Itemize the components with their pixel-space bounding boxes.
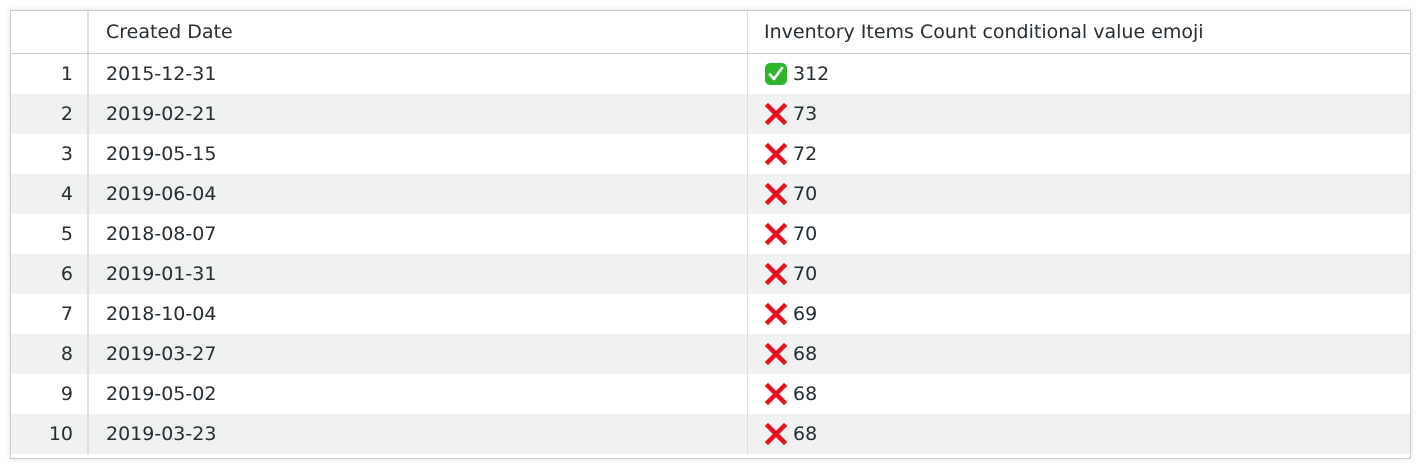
row-index: 7 <box>11 294 89 334</box>
cross-mark-icon <box>764 302 788 326</box>
header-created-date[interactable]: Created Date <box>89 11 748 53</box>
inventory-count-cell: 68 <box>748 374 817 414</box>
row-index: 6 <box>11 254 89 294</box>
cross-mark-icon <box>764 142 788 166</box>
row-index: 9 <box>11 374 89 414</box>
table-row: 3 2019-05-15 72 <box>11 134 1410 174</box>
created-date-cell: 2015-12-31 <box>89 54 748 94</box>
table-row: 6 2019-01-31 70 <box>11 254 1410 294</box>
count-value: 68 <box>793 343 818 365</box>
row-index: 10 <box>11 414 89 454</box>
cross-mark-icon <box>764 382 788 406</box>
inventory-count-cell: 72 <box>748 134 817 174</box>
row-index: 4 <box>11 174 89 214</box>
row-index: 2 <box>11 94 89 134</box>
table-row: 5 2018-08-07 70 <box>11 214 1410 254</box>
table-row: 10 2019-03-23 68 <box>11 414 1410 454</box>
created-date-cell: 2019-02-21 <box>89 94 748 134</box>
cross-mark-icon <box>764 222 788 246</box>
table-row: 8 2019-03-27 68 <box>11 334 1410 374</box>
inventory-count-cell: 312 <box>748 54 829 94</box>
table-row: 7 2018-10-04 69 <box>11 294 1410 334</box>
count-value: 73 <box>793 103 818 125</box>
header-index <box>11 11 89 53</box>
check-mark-button-icon <box>764 62 788 86</box>
table-row: 9 2019-05-02 68 <box>11 374 1410 414</box>
row-index: 3 <box>11 134 89 174</box>
count-value: 68 <box>793 383 818 405</box>
inventory-count-cell: 68 <box>748 334 817 374</box>
created-date-cell: 2019-05-02 <box>89 374 748 414</box>
inventory-count-cell: 70 <box>748 254 817 294</box>
cross-mark-icon <box>764 422 788 446</box>
count-value: 68 <box>793 423 818 445</box>
inventory-count-cell: 73 <box>748 94 817 134</box>
table-header: Created Date Inventory Items Count condi… <box>11 11 1410 54</box>
created-date-cell: 2019-01-31 <box>89 254 748 294</box>
inventory-count-cell: 68 <box>748 414 817 454</box>
count-value: 70 <box>793 263 818 285</box>
count-value: 72 <box>793 143 818 165</box>
inventory-count-cell: 69 <box>748 294 817 334</box>
created-date-cell: 2019-06-04 <box>89 174 748 214</box>
count-value: 69 <box>793 303 818 325</box>
cross-mark-icon <box>764 262 788 286</box>
row-index: 8 <box>11 334 89 374</box>
cross-mark-icon <box>764 102 788 126</box>
table-row: 2 2019-02-21 73 <box>11 94 1410 134</box>
created-date-cell: 2018-10-04 <box>89 294 748 334</box>
cross-mark-icon <box>764 182 788 206</box>
created-date-cell: 2019-05-15 <box>89 134 748 174</box>
table-row: 1 2015-12-31 312 <box>11 54 1410 94</box>
created-date-cell: 2019-03-23 <box>89 414 748 454</box>
table-row: 4 2019-06-04 70 <box>11 174 1410 214</box>
count-value: 312 <box>793 63 830 85</box>
row-index: 1 <box>11 54 89 94</box>
count-value: 70 <box>793 223 818 245</box>
inventory-count-cell: 70 <box>748 214 817 254</box>
count-value: 70 <box>793 183 818 205</box>
created-date-cell: 2018-08-07 <box>89 214 748 254</box>
inventory-count-cell: 70 <box>748 174 817 214</box>
created-date-cell: 2019-03-27 <box>89 334 748 374</box>
data-table: Created Date Inventory Items Count condi… <box>10 10 1411 459</box>
row-index: 5 <box>11 214 89 254</box>
cross-mark-icon <box>764 342 788 366</box>
header-inventory-count[interactable]: Inventory Items Count conditional value … <box>764 21 1204 43</box>
